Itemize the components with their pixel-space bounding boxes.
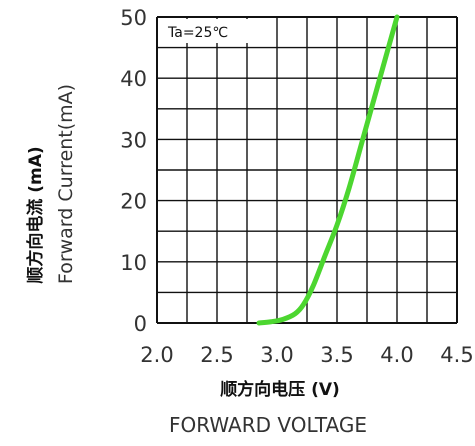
y-tick-label: 20 bbox=[120, 190, 147, 214]
x-tick-label: 3.0 bbox=[260, 343, 293, 367]
y-tick-labels: 0 10 20 30 40 50 bbox=[120, 6, 147, 336]
annotation-text: Ta=25℃ bbox=[167, 25, 228, 41]
x-tick-label: 3.5 bbox=[320, 343, 353, 367]
x-axis-label-en: FORWARD VOLTAGE bbox=[169, 413, 367, 437]
x-tick-label: 2.0 bbox=[140, 343, 173, 367]
x-tick-label: 4.0 bbox=[380, 343, 413, 367]
y-tick-label: 50 bbox=[120, 6, 147, 30]
y-tick-label: 30 bbox=[120, 128, 147, 152]
x-tick-label: 4.5 bbox=[440, 343, 473, 367]
x-axis-label-cn: 顺方向电压 (V) bbox=[220, 379, 340, 400]
y-axis-label-en: Forward Current(mA) bbox=[55, 84, 77, 284]
y-tick-label: 10 bbox=[120, 251, 147, 275]
y-tick-label: 40 bbox=[120, 67, 147, 91]
y-axis-label-cn: 顺方向电流 (mA) bbox=[25, 146, 46, 283]
x-tick-labels: 2.0 2.5 3.0 3.5 4.0 4.5 bbox=[140, 343, 473, 367]
grid bbox=[156, 16, 458, 324]
y-tick-label: 0 bbox=[134, 312, 147, 336]
series-layer bbox=[256, 14, 400, 326]
x-tick-label: 2.5 bbox=[200, 343, 233, 367]
annotation-box bbox=[162, 19, 258, 43]
series-line bbox=[256, 14, 400, 326]
